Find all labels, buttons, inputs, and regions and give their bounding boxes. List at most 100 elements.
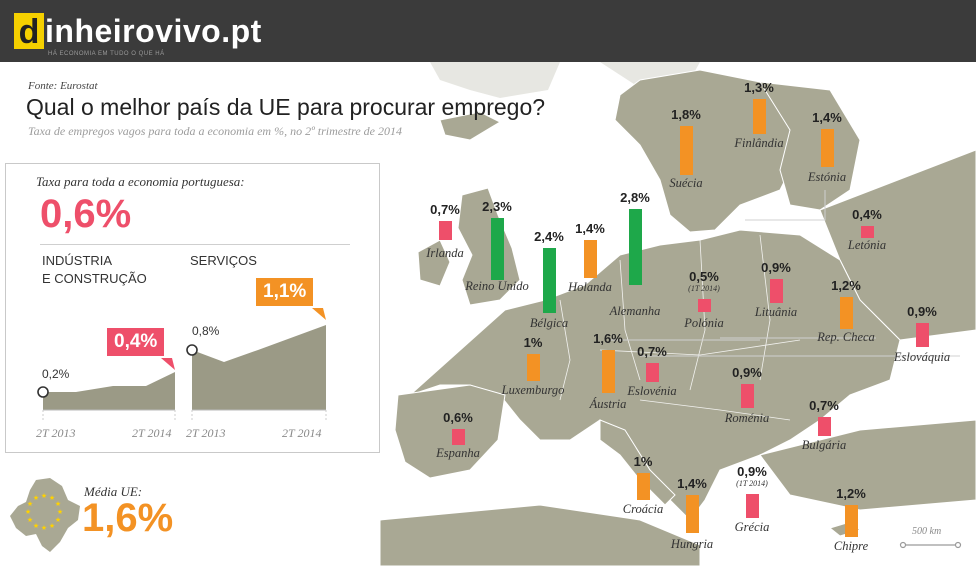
source-note: Fonte: Eurostat [28,80,98,92]
services-axis-start: 2T 2013 [186,426,226,440]
value-label-luxemburgo: 1% [523,335,543,350]
portugal-rate-value: 0,6% [40,192,132,236]
scale-label: 500 km [912,526,942,537]
bar-grecia [746,493,759,518]
portugal-divider [40,244,350,245]
svg-text:★: ★ [27,500,33,508]
svg-text:★: ★ [55,500,61,508]
services-start-marker [186,344,198,356]
bar-espanha [452,428,465,445]
industry-axis-end: 2T 2014 [132,426,172,440]
services-badge-pointer [312,308,326,320]
site-header: d inheirovivo.pt HÁ ECONOMIA EM TUDO O Q… [0,0,976,62]
eu-average-value: 1,6% [82,496,174,540]
value-label-polonia: 0,5% [689,268,719,284]
services-title: SERVIÇOS [190,253,257,268]
country-name-lituania: Lituânia [754,305,798,319]
country-name-bulgaria: Bulgária [801,438,847,452]
svg-text:★: ★ [41,492,47,500]
bar-austria [602,349,615,393]
industry-title: INDÚSTRIA E CONSTRUÇÃO [42,252,147,288]
svg-text:★: ★ [49,522,55,530]
bar-eslovenia [646,363,659,382]
value-label-rep-checa: 1,2% [831,277,861,293]
bar-letonia [861,226,874,238]
bar-rep-checa [840,296,853,329]
svg-text:★: ★ [33,494,39,502]
country-name-hungria: Hungria [670,537,714,551]
industry-start-marker [37,386,49,398]
services-area [192,325,326,410]
bar-reino-unido [491,217,504,280]
industry-start-value: 0,2% [42,367,70,381]
country-name-belgica: Bélgica [529,316,569,330]
value-label-holanda: 1,4% [575,221,605,237]
svg-text:★: ★ [41,524,47,532]
bar-estonia [821,129,834,167]
value-label-espanha: 0,6% [443,409,473,425]
eu-map-icon: ★ ★★ ★★★ ★★★ ★★★ [10,478,80,552]
country-name-finlandia: Finlândia [734,136,784,150]
country-name-grecia: Grécia [734,520,770,534]
value-label-croacia: 1% [633,454,653,469]
value-label-grecia: 0,9% [737,463,767,479]
services-start-value: 0,8% [192,324,220,338]
services-axis-end: 2T 2014 [282,426,322,440]
country-name-irlanda: Irlanda [426,246,464,260]
value-label-belgica: 2,4% [534,229,564,245]
portugal-rate-label: Taxa para toda a economia portuguesa: [36,174,245,189]
svg-text:★: ★ [27,516,33,524]
value-label-irlanda: 0,7% [430,202,460,218]
industry-area [43,372,175,410]
country-name-suecia: Suécia [669,176,703,190]
value-label-reino-unido: 2,3% [482,198,512,214]
bar-polonia [698,298,711,312]
bar-luxemburgo [527,354,540,381]
value-label-suecia: 1,8% [671,107,701,123]
country-name-croacia: Croácia [622,502,664,516]
services-end-badge: 1,1% [256,278,314,306]
value-label-letonia: 0,4% [852,207,882,222]
value-label-finlandia: 1,3% [744,79,774,95]
bar-croacia [637,473,650,500]
country-name-estonia: Estónia [807,170,847,184]
value-label-eslovaquia: 0,9% [907,303,937,319]
bar-holanda [584,240,597,278]
country-name-holanda: Holanda [568,280,612,294]
bar-eslovaquia [916,322,929,347]
value-label-eslovenia: 0,7% [637,344,667,360]
svg-text:★: ★ [49,494,55,502]
bar-hungria [686,495,699,533]
page-subtitle: Taxa de empregos vagos para toda a econo… [28,124,403,138]
scale-bar [899,541,962,549]
portugal-panel: Taxa para toda a economia portuguesa: 0,… [5,163,380,453]
value-label-estonia: 1,4% [812,110,842,126]
portugal-area-charts [37,308,327,422]
site-logo[interactable]: d inheirovivo.pt [14,10,262,52]
country-name-letonia: Letónia [847,238,887,252]
logo-wordmark: inheirovivo.pt [45,12,262,49]
country-name-eslovenia: Eslovénia [627,384,677,398]
value-label-hungria: 1,4% [677,476,707,492]
value-label-romenia: 0,9% [732,364,762,380]
value-label-alemanha: 2,8% [620,190,650,206]
value-label-austria: 1,6% [593,330,623,346]
country-name-polonia: Polónia [684,316,724,330]
bar-bulgaria [818,417,831,436]
bar-romenia [741,383,754,408]
bar-lituania [770,278,783,303]
industry-end-badge: 0,4% [107,328,165,356]
eu-average-label: Média UE: [84,484,143,499]
country-name-romenia: Roménia [724,411,770,425]
bar-suecia [680,126,693,175]
country-name-luxemburgo: Luxemburgo [501,383,565,397]
value-label-chipre: 1,2% [836,485,866,501]
page-title: Qual o melhor país da UE para procurar e… [26,94,546,120]
svg-text:★: ★ [33,522,39,530]
logo-tagline: HÁ ECONOMIA EM TUDO O QUE HÁ [48,51,165,57]
bar-alemanha [629,209,642,285]
svg-text:★: ★ [25,508,31,516]
country-name-austria: Áustria [589,397,627,411]
bar-finlandia [753,98,766,134]
bar-irlanda [439,221,452,240]
